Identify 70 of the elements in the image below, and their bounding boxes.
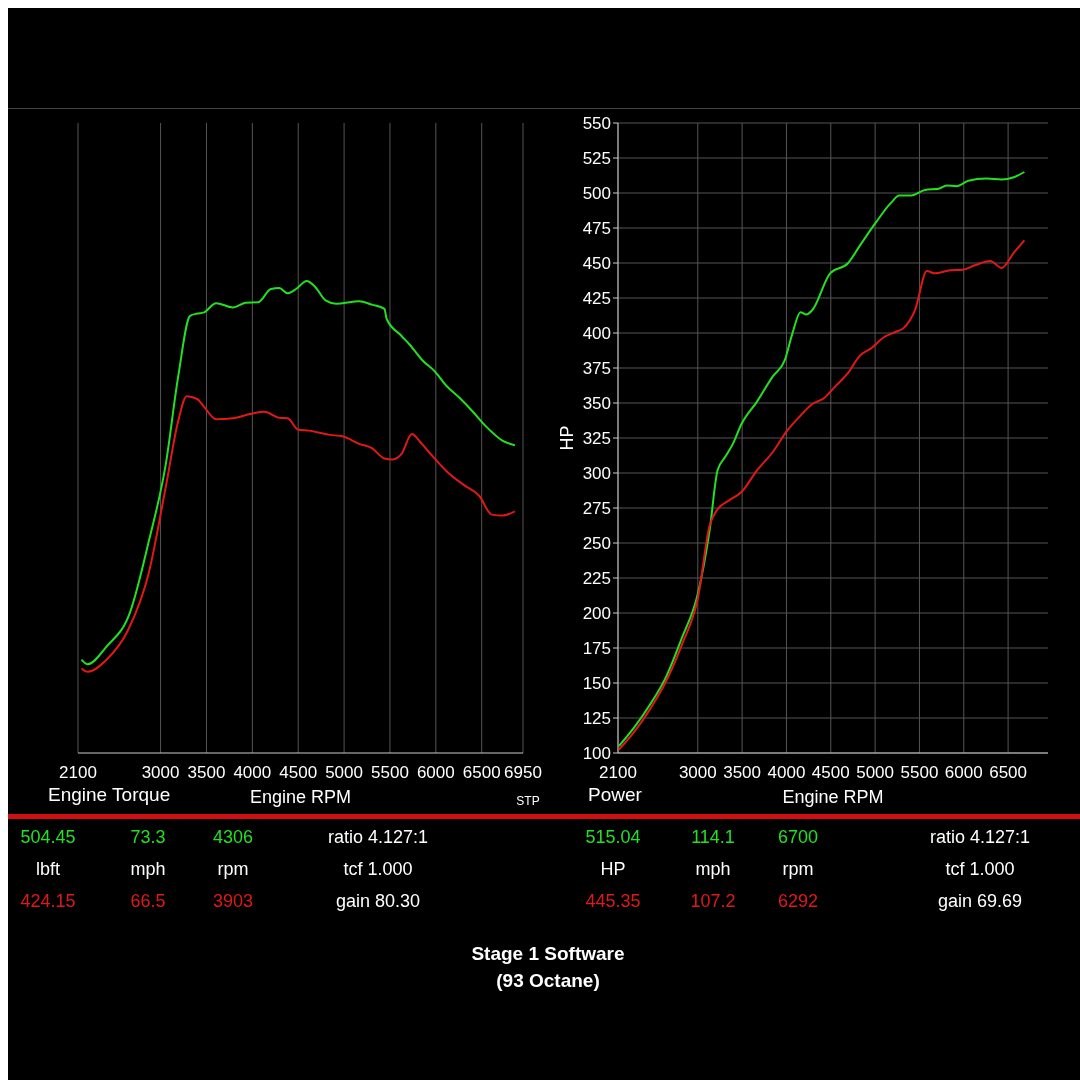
y-tick-label: 250 xyxy=(582,534,611,553)
y-tick-label: 275 xyxy=(582,499,611,518)
text: mph xyxy=(130,859,166,879)
text: Engine Torque xyxy=(48,784,171,805)
y-tick-label: 400 xyxy=(582,324,611,343)
y-tick-label: 550 xyxy=(582,114,611,133)
y-axis-title: HP xyxy=(557,425,577,451)
x-tick-label: 6000 xyxy=(416,763,455,782)
x-tick-label: 5000 xyxy=(325,763,363,782)
x-tick-label: 4000 xyxy=(233,763,272,782)
x-tick-label: 4500 xyxy=(279,763,318,782)
y-tick-label: 375 xyxy=(582,359,611,378)
text: 73.3 xyxy=(130,827,166,847)
text: 3903 xyxy=(212,891,254,911)
text: STP xyxy=(516,794,540,808)
x-tick-label: 6500 xyxy=(462,763,501,782)
x-tick-label: 6000 xyxy=(944,763,983,782)
y-tick-label: 100 xyxy=(582,744,611,763)
x-axis-title: Engine RPM xyxy=(782,787,884,807)
text: Stage 1 Software xyxy=(471,943,625,964)
x-tick-label: 3000 xyxy=(678,763,717,782)
y-tick-label: 425 xyxy=(582,289,611,308)
text: 107.2 xyxy=(690,891,736,911)
y-tick-label: 475 xyxy=(582,219,611,238)
text: rpm xyxy=(782,859,814,879)
text: gain 69.69 xyxy=(937,891,1023,911)
y-tick-label: 500 xyxy=(582,184,611,203)
text: 504.45 xyxy=(20,827,76,847)
text: (93 Octane) xyxy=(496,970,600,991)
text: Power xyxy=(588,784,643,805)
text: 66.5 xyxy=(130,891,166,911)
x-tick-label: 2100 xyxy=(59,763,97,782)
y-tick-label: 175 xyxy=(582,639,611,658)
x-tick-label: 6950 xyxy=(504,763,542,782)
text: tcf 1.000 xyxy=(945,859,1015,879)
x-tick-label: 3000 xyxy=(141,763,180,782)
text: 515.04 xyxy=(585,827,641,847)
text: ratio 4.127:1 xyxy=(327,827,429,847)
text: 6700 xyxy=(777,827,819,847)
text: 6292 xyxy=(777,891,819,911)
x-axis-title: Engine RPM xyxy=(249,787,352,807)
y-tick-label: 300 xyxy=(582,464,611,483)
y-tick-label: 325 xyxy=(582,429,611,448)
y-tick-label: 225 xyxy=(582,569,611,588)
y-tick-label: 525 xyxy=(582,149,611,168)
y-tick-label: 150 xyxy=(582,674,611,693)
text: HP xyxy=(600,859,626,879)
x-tick-label: 3500 xyxy=(187,763,226,782)
x-tick-label: 5500 xyxy=(371,763,409,782)
text: 445.35 xyxy=(585,891,641,911)
x-tick-label: 4000 xyxy=(767,763,806,782)
text: gain 80.30 xyxy=(335,891,421,911)
x-tick-label: 5500 xyxy=(900,763,939,782)
text: 114.1 xyxy=(691,827,735,847)
text: mph xyxy=(695,859,731,879)
x-tick-label: 2100 xyxy=(599,763,637,782)
y-tick-label: 350 xyxy=(582,394,611,413)
text: 4306 xyxy=(212,827,254,847)
x-tick-label: 5000 xyxy=(856,763,895,782)
text: 424.15 xyxy=(20,891,76,911)
y-tick-label: 200 xyxy=(582,604,611,623)
y-tick-label: 450 xyxy=(582,254,611,273)
text: rpm xyxy=(217,859,249,879)
y-tick-label: 125 xyxy=(582,709,611,728)
x-tick-label: 3500 xyxy=(723,763,762,782)
text: ratio 4.127:1 xyxy=(929,827,1031,847)
x-tick-label: 6500 xyxy=(989,763,1028,782)
x-tick-label: 4500 xyxy=(811,763,850,782)
text: tcf 1.000 xyxy=(343,859,413,879)
text: lbft xyxy=(35,859,61,879)
